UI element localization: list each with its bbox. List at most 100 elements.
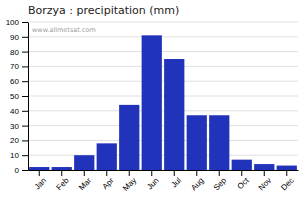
- y-tick-mark: [22, 140, 28, 141]
- chart: 0 10 20 30 40 50 60 70 80 90 100 Jan Feb Mar Apr May Jun…: [0, 0, 306, 200]
- x-tick-label: Jan: [33, 176, 48, 191]
- x-tick-label: Mar: [77, 176, 93, 192]
- x-tick-label: Apr: [100, 176, 115, 191]
- x-tick-mark: [219, 170, 220, 176]
- y-tick-label: 10: [10, 151, 19, 160]
- bar: [277, 166, 297, 170]
- y-tick-label: 90: [10, 33, 19, 42]
- x-tick-mark: [61, 170, 62, 176]
- y-tick: 90: [10, 33, 28, 42]
- grid-line: [28, 125, 298, 126]
- y-tick-mark: [22, 22, 28, 23]
- watermark: www.allmetsat.com: [32, 26, 96, 34]
- x-tick-label: Dec: [279, 176, 295, 192]
- x-tick-label: Jul: [170, 176, 184, 190]
- y-tick-mark: [22, 37, 28, 38]
- grid-line: [28, 81, 298, 82]
- y-tick-label: 60: [10, 77, 19, 86]
- y-tick-label: 0: [15, 166, 20, 175]
- y-tick-label: 30: [10, 122, 19, 131]
- x-axis: Jan Feb Mar Apr May Jun Jul Aug Sep Oct Nov Dec: [29, 170, 299, 193]
- x-tick-mark: [196, 170, 197, 176]
- x-tick: Jun: [145, 170, 160, 191]
- y-tick: 50: [10, 92, 28, 101]
- bar: [119, 105, 139, 170]
- y-tick-mark: [22, 52, 28, 53]
- y-tick-label: 100: [6, 18, 20, 27]
- x-tick: Mar: [77, 170, 93, 192]
- x-tick-mark: [264, 170, 265, 176]
- x-tick: Aug: [189, 170, 205, 192]
- y-tick-mark: [22, 81, 28, 82]
- x-tick-label: Jun: [145, 176, 160, 191]
- y-tick-mark: [22, 111, 28, 112]
- bar: [164, 59, 184, 170]
- y-tick-mark: [22, 96, 28, 97]
- bar: [74, 155, 94, 170]
- bar: [187, 115, 207, 170]
- x-tick-label: Aug: [189, 176, 205, 192]
- grid-line: [28, 110, 298, 111]
- y-tick-mark: [22, 66, 28, 67]
- y-tick: 60: [10, 77, 28, 86]
- x-tick-mark: [286, 170, 287, 176]
- bar: [97, 143, 117, 170]
- bar: [142, 35, 162, 170]
- y-tick-mark: [22, 155, 28, 156]
- bar: [52, 167, 72, 170]
- grid: [28, 22, 298, 170]
- y-tick: 20: [10, 136, 28, 145]
- x-tick-label: May: [121, 176, 138, 193]
- x-tick: Apr: [100, 170, 115, 191]
- bar: [254, 164, 274, 170]
- title: Borzya : precipitation (mm): [28, 4, 179, 17]
- x-tick-mark: [39, 170, 40, 176]
- x-tick: May: [121, 170, 138, 193]
- x-tick: Feb: [55, 170, 72, 192]
- x-tick: Oct: [235, 170, 251, 191]
- grid-line: [28, 36, 298, 37]
- y-tick: 70: [10, 62, 28, 71]
- grid-line: [28, 66, 298, 67]
- grid-line: [28, 140, 298, 141]
- bar: [29, 167, 49, 170]
- y-tick: 100: [6, 18, 28, 27]
- x-tick-mark: [106, 170, 107, 176]
- x-tick-mark: [151, 170, 152, 176]
- x-tick-label: Sep: [212, 176, 229, 193]
- y-tick-label: 80: [10, 48, 19, 57]
- y-axis: 0 10 20 30 40 50 60 70 80 90 100: [6, 18, 29, 175]
- grid-line: [28, 155, 298, 156]
- y-tick-label: 20: [10, 136, 19, 145]
- x-tick: Jul: [170, 170, 184, 190]
- x-tick: Sep: [212, 170, 229, 192]
- y-tick: 40: [10, 107, 28, 116]
- x-tick-mark: [241, 170, 242, 176]
- y-tick: 10: [10, 151, 28, 160]
- grid-line: [28, 51, 298, 52]
- x-tick-mark: [84, 170, 85, 176]
- x-tick-mark: [174, 170, 175, 176]
- y-tick: 30: [10, 122, 28, 131]
- y-tick-mark: [22, 170, 28, 171]
- y-axis-line: [28, 23, 29, 171]
- bar: [209, 115, 229, 170]
- x-tick-label: Feb: [55, 176, 72, 193]
- x-tick: Jan: [33, 170, 48, 191]
- y-tick: 0: [15, 166, 28, 175]
- y-tick-label: 40: [10, 107, 19, 116]
- x-tick-label: Nov: [257, 176, 273, 192]
- bars: [29, 35, 297, 170]
- bar: [232, 160, 252, 170]
- y-tick-label: 50: [10, 92, 19, 101]
- x-axis-line: [29, 170, 299, 171]
- grid-line: [28, 96, 298, 97]
- x-tick-mark: [129, 170, 130, 176]
- x-tick-label: Oct: [235, 175, 251, 191]
- plot: 0 10 20 30 40 50 60 70 80 90 100 Jan Feb Mar Apr May Jun…: [6, 18, 299, 193]
- x-tick: Dec: [279, 170, 295, 192]
- y-tick-label: 70: [10, 62, 19, 71]
- y-tick-mark: [22, 126, 28, 127]
- y-tick: 80: [10, 48, 28, 57]
- x-tick: Nov: [257, 170, 273, 192]
